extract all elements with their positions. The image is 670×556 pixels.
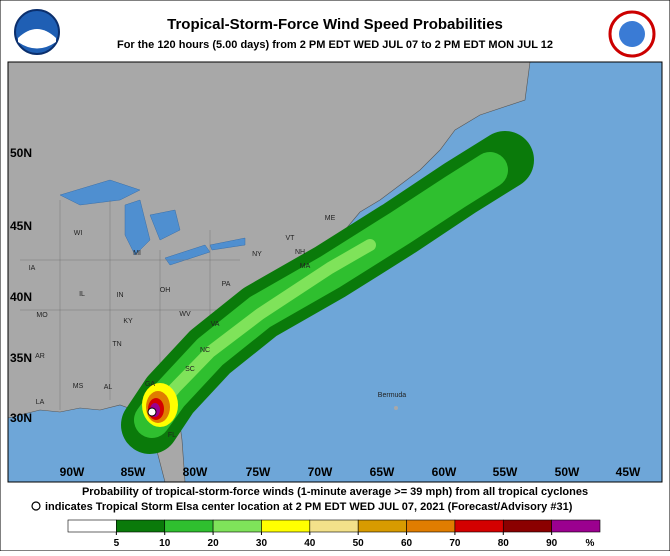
state-borders <box>20 200 240 410</box>
place-label: PA <box>222 281 231 288</box>
legend-tick-label: 70 <box>449 538 461 549</box>
legend-swatch <box>67 519 117 533</box>
place-label: VT <box>286 235 296 242</box>
place-label: NC <box>200 347 210 354</box>
legend-swatch <box>357 519 407 533</box>
legend-tick-label: 20 <box>208 538 220 549</box>
lon-label: 50W <box>555 465 580 479</box>
place-label: SC <box>185 366 195 373</box>
lon-label: 70W <box>308 465 333 479</box>
center-symbol <box>31 501 41 511</box>
legend-swatch <box>502 519 552 533</box>
noaa-logo-bird <box>18 29 56 49</box>
legend-swatch <box>164 519 214 533</box>
place-label: MA <box>300 263 311 270</box>
place-label: TN <box>112 341 121 348</box>
lon-label: 90W <box>60 465 85 479</box>
legend-swatch <box>309 519 359 533</box>
place-label: WI <box>74 230 83 237</box>
lon-label: 75W <box>246 465 271 479</box>
legend-tick-label: 80 <box>498 538 510 549</box>
legend-swatch <box>454 519 504 533</box>
legend-swatch <box>116 519 166 533</box>
place-label: MS <box>73 383 84 390</box>
place-label: MI <box>133 250 141 257</box>
legend-tick-label: 5 <box>114 538 120 549</box>
bermuda-island <box>394 406 398 410</box>
legend-swatch <box>212 519 262 533</box>
legend-swatch <box>551 519 601 533</box>
legend-tick-label: 10 <box>159 538 171 549</box>
footer-line2: indicates Tropical Storm Elsa center loc… <box>45 501 573 513</box>
lon-label: 60W <box>432 465 457 479</box>
place-label: MO <box>36 312 48 319</box>
map-border <box>7 61 663 483</box>
lat-label: 30N <box>10 411 32 425</box>
place-label: IN <box>117 292 124 299</box>
map: 50N 45N 40N 35N 30N 90W 85W 80W 75W 70W 65W 60W 55W 5… <box>7 61 663 483</box>
legend-tick-label: 90 <box>546 538 558 549</box>
place-label: WV <box>179 311 191 318</box>
subtitle: For the 120 hours (5.00 days) from 2 PM … <box>117 39 553 51</box>
place-label: NY <box>252 251 262 258</box>
legend-tick-label: 30 <box>256 538 268 549</box>
lon-label: 85W <box>121 465 146 479</box>
legend-unit: % <box>586 538 595 549</box>
lat-label: 35N <box>10 351 32 365</box>
lon-label: 65W <box>370 465 395 479</box>
place-label: AL <box>104 384 113 391</box>
place-label: GA <box>145 381 155 388</box>
place-label: IA <box>29 265 36 272</box>
place-label: LA <box>36 399 45 406</box>
legend-swatch <box>261 519 311 533</box>
lat-label: 50N <box>10 146 32 160</box>
place-label: ME <box>325 215 336 222</box>
legend-tick-label: 40 <box>304 538 316 549</box>
place-label: Bermuda <box>378 392 407 399</box>
great-lakes <box>59 179 246 266</box>
legend-tick-label: 60 <box>401 538 413 549</box>
lat-label: 40N <box>10 290 32 304</box>
title: Tropical-Storm-Force Wind Speed Probabil… <box>167 16 503 33</box>
legend: 5 10 20 30 40 50 60 70 80 90% <box>67 519 601 549</box>
place-label: NH <box>295 249 305 256</box>
nws-logo-inner <box>619 21 645 47</box>
map-labels: 50N 45N 40N 35N 30N 90W 85W 80W 75W 70W 65W 60W 55W 5… <box>10 146 641 479</box>
lon-label: 45W <box>616 465 641 479</box>
storm-center <box>147 407 157 417</box>
lat-label: 45N <box>10 219 32 233</box>
legend-swatch <box>406 519 456 533</box>
place-label: AR <box>35 353 45 360</box>
place-label: FL <box>168 432 176 439</box>
place-label: IL <box>79 291 85 298</box>
place-label: KY <box>123 318 133 325</box>
place-label: OH <box>160 287 171 294</box>
legend-tick-label: 50 <box>353 538 365 549</box>
footer-line1: Probability of tropical-storm-force wind… <box>82 486 588 498</box>
place-label: VA <box>211 321 220 328</box>
lon-label: 80W <box>183 465 208 479</box>
lon-label: 55W <box>493 465 518 479</box>
